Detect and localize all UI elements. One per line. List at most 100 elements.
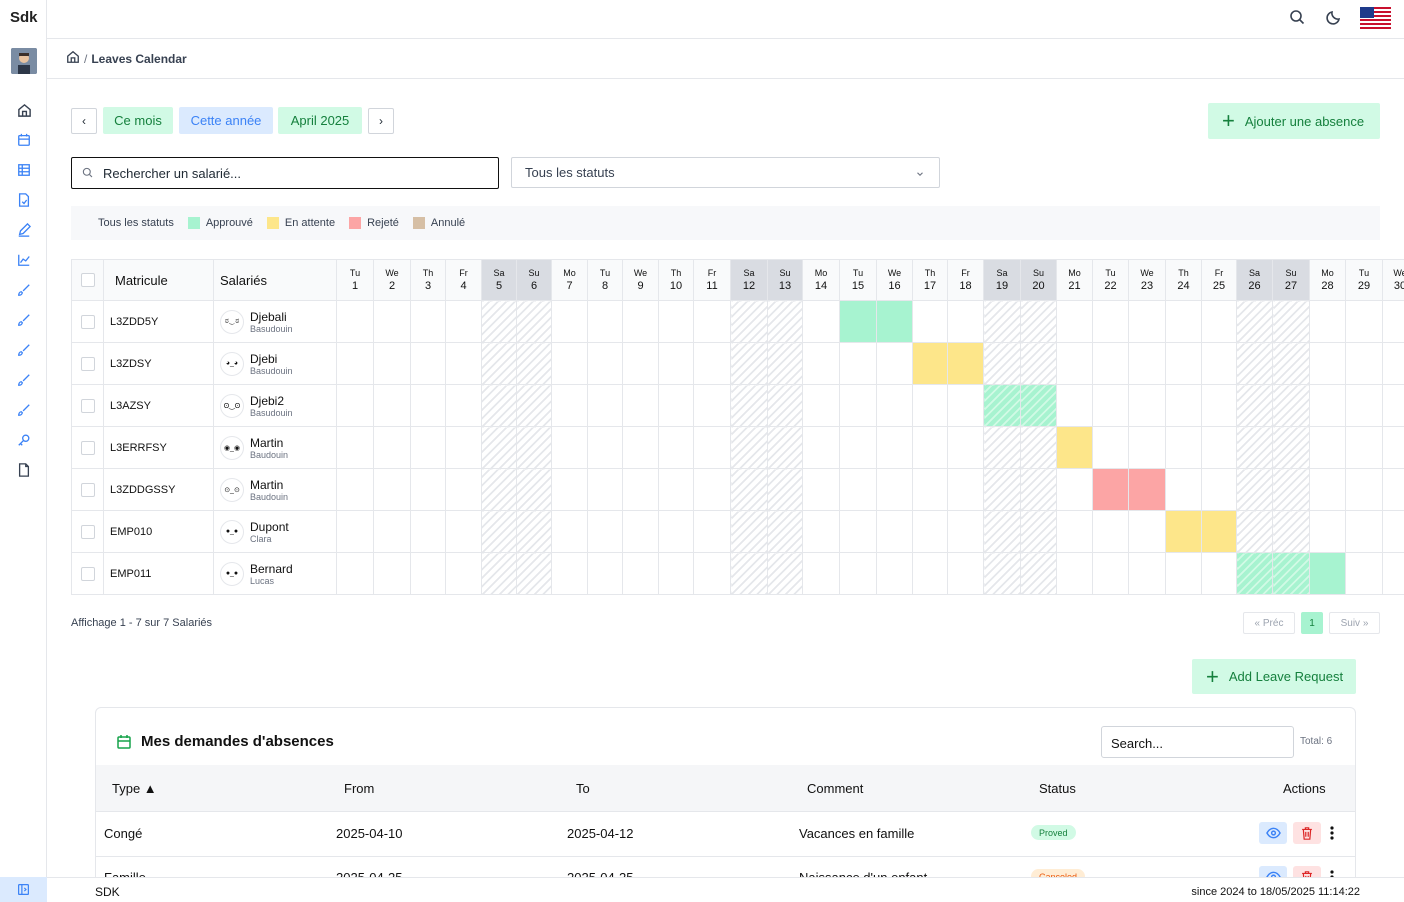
day-cell[interactable] [445,342,482,385]
day-cell[interactable] [1092,426,1129,469]
day-cell[interactable] [1128,300,1166,343]
day-cell[interactable] [1128,552,1166,595]
home-icon[interactable] [66,50,80,67]
day-cell[interactable] [1056,552,1093,595]
day-cell[interactable] [1382,300,1404,343]
day-cell[interactable] [516,342,552,385]
day-cell[interactable] [767,510,803,553]
day-cell[interactable] [1309,342,1346,385]
day-cell[interactable] [947,384,984,427]
day-cell[interactable] [658,426,694,469]
leave-cell[interactable] [1056,426,1093,469]
day-cell[interactable] [587,384,623,427]
day-cell[interactable] [1165,300,1202,343]
day-cell[interactable] [658,552,694,595]
day-cell[interactable] [1056,468,1093,511]
row-checkbox[interactable] [71,384,104,427]
day-cell[interactable] [1382,384,1404,427]
day-cell[interactable] [1382,468,1404,511]
day-cell[interactable] [1165,468,1202,511]
day-cell[interactable] [336,426,374,469]
day-cell[interactable] [1092,510,1129,553]
day-cell[interactable] [622,510,659,553]
day-cell[interactable] [516,468,552,511]
day-cell[interactable] [693,384,731,427]
row-checkbox[interactable] [71,342,104,385]
day-cell[interactable] [1345,426,1383,469]
day-cell[interactable] [693,426,731,469]
day-cell[interactable] [1128,510,1166,553]
day-cell[interactable] [1092,300,1129,343]
day-cell[interactable] [445,510,482,553]
day-cell[interactable] [587,342,623,385]
day-cell[interactable] [839,552,877,595]
employee-cell[interactable]: ಠ‿ಠ Djebali Basudouin [213,300,337,343]
day-cell[interactable] [1201,552,1237,595]
next-page-button[interactable]: Suiv » [1329,612,1380,634]
brush-icon[interactable] [16,372,32,388]
day-cell[interactable] [551,342,588,385]
day-cell[interactable] [516,510,552,553]
day-cell[interactable] [622,300,659,343]
day-cell[interactable] [1201,300,1237,343]
day-cell[interactable] [1272,300,1310,343]
day-cell[interactable] [1165,552,1202,595]
day-cell[interactable] [622,342,659,385]
day-cell[interactable] [767,426,803,469]
day-cell[interactable] [730,426,768,469]
view-icon[interactable] [1259,822,1287,844]
matricule-header[interactable]: Matricule [103,259,214,301]
day-cell[interactable] [1092,552,1129,595]
day-cell[interactable] [693,468,731,511]
next-month-button[interactable]: › [368,108,394,134]
day-cell[interactable] [410,552,446,595]
more-options-icon[interactable] [1325,822,1339,844]
row-checkbox[interactable] [71,300,104,343]
day-cell[interactable] [551,510,588,553]
comment-column-header[interactable]: Comment [807,781,864,796]
leave-cell[interactable] [1092,468,1129,511]
day-cell[interactable] [983,342,1021,385]
key-icon[interactable] [16,432,32,448]
day-cell[interactable] [912,300,948,343]
requests-search-input[interactable]: Search... [1101,726,1294,758]
day-cell[interactable] [1020,510,1057,553]
day-cell[interactable] [947,426,984,469]
day-cell[interactable] [947,552,984,595]
day-cell[interactable] [912,384,948,427]
leave-cell[interactable] [1272,552,1310,595]
day-cell[interactable] [481,342,517,385]
type-column-header[interactable]: Type ▲ [112,781,157,796]
leave-cell[interactable] [1020,384,1057,427]
day-cell[interactable] [983,510,1021,553]
day-cell[interactable] [1020,342,1057,385]
day-cell[interactable] [1309,510,1346,553]
day-cell[interactable] [1201,426,1237,469]
day-cell[interactable] [373,300,411,343]
leave-cell[interactable] [983,384,1021,427]
day-cell[interactable] [373,510,411,553]
from-column-header[interactable]: From [344,781,375,796]
day-cell[interactable] [1345,468,1383,511]
day-cell[interactable] [767,300,803,343]
day-cell[interactable] [1382,342,1404,385]
day-cell[interactable] [658,342,694,385]
day-cell[interactable] [1128,426,1166,469]
day-cell[interactable] [587,552,623,595]
day-cell[interactable] [802,426,840,469]
app-logo[interactable]: Sdk [10,9,38,26]
current-month-button[interactable]: April 2025 [278,107,362,134]
status-column-header[interactable]: Status [1039,781,1076,796]
day-cell[interactable] [1236,300,1273,343]
day-cell[interactable] [373,552,411,595]
day-cell[interactable] [1382,552,1404,595]
row-checkbox[interactable] [71,510,104,553]
day-cell[interactable] [730,342,768,385]
day-cell[interactable] [410,384,446,427]
day-cell[interactable] [1056,300,1093,343]
this-month-button[interactable]: Ce mois [103,107,173,134]
day-cell[interactable] [622,468,659,511]
day-cell[interactable] [336,342,374,385]
day-cell[interactable] [693,510,731,553]
day-cell[interactable] [767,552,803,595]
